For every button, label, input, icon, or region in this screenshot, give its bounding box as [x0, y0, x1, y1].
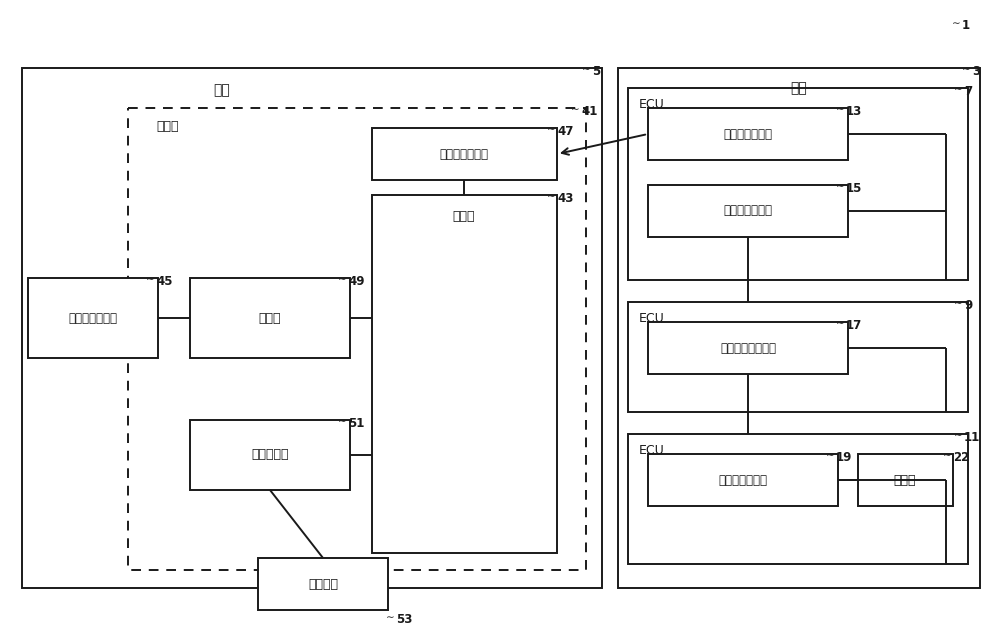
Text: 信息提供部: 信息提供部: [251, 448, 289, 462]
Text: ∼: ∼: [547, 191, 556, 201]
Text: 数据发送接收部: 数据发送接收部: [724, 127, 772, 141]
Text: 51: 51: [348, 417, 364, 430]
Bar: [858, 454, 953, 506]
Bar: [628, 88, 968, 280]
Text: 数据发送接收部: 数据发送接收部: [440, 148, 488, 160]
Text: ECU: ECU: [639, 444, 665, 456]
Bar: [258, 558, 388, 610]
Text: ECU: ECU: [639, 98, 665, 110]
Text: ∼: ∼: [954, 430, 963, 440]
Bar: [618, 68, 980, 588]
Text: 图像数据获取部: 图像数据获取部: [718, 474, 768, 486]
Text: 数据收集・分发部: 数据收集・分发部: [720, 342, 776, 354]
Bar: [648, 322, 848, 374]
Text: 41: 41: [581, 105, 597, 118]
Text: ∼: ∼: [943, 450, 952, 460]
Text: ∼: ∼: [836, 104, 845, 114]
Text: 照相机: 照相机: [894, 474, 916, 486]
Text: ∼: ∼: [571, 104, 580, 114]
Text: 本车位置测定部: 本车位置测定部: [724, 205, 772, 217]
Text: 49: 49: [348, 275, 364, 288]
Text: 中心: 中心: [214, 83, 230, 97]
Text: 19: 19: [836, 451, 852, 464]
Text: 43: 43: [557, 192, 573, 205]
Bar: [190, 420, 350, 490]
Text: 车辆: 车辆: [791, 81, 807, 95]
Text: 53: 53: [396, 613, 412, 626]
Bar: [648, 108, 848, 160]
Text: ∼: ∼: [547, 124, 556, 134]
Bar: [128, 108, 586, 570]
Text: ∼: ∼: [338, 274, 347, 284]
Text: ∼: ∼: [386, 612, 395, 622]
Text: ∼: ∼: [146, 274, 155, 284]
Bar: [28, 278, 158, 358]
Text: 外部装置: 外部装置: [308, 578, 338, 590]
Text: 22: 22: [953, 451, 969, 464]
Bar: [648, 454, 838, 506]
Text: 地图信息数据库: 地图信息数据库: [68, 311, 118, 325]
Text: ECU: ECU: [639, 311, 665, 325]
Text: 数据库: 数据库: [453, 210, 475, 224]
Bar: [372, 195, 557, 553]
Text: ∼: ∼: [826, 450, 835, 460]
Text: 45: 45: [156, 275, 173, 288]
Text: 11: 11: [964, 431, 980, 444]
Text: 1: 1: [962, 19, 970, 32]
Text: ∼: ∼: [338, 416, 347, 426]
Bar: [372, 128, 557, 180]
Text: 3: 3: [972, 65, 980, 78]
Text: 7: 7: [964, 85, 972, 98]
Text: ∼: ∼: [836, 181, 845, 191]
Text: 校准部: 校准部: [259, 311, 281, 325]
Text: ∼: ∼: [962, 64, 971, 74]
Text: 5: 5: [592, 65, 600, 78]
Text: ∼: ∼: [836, 318, 845, 328]
Text: 47: 47: [557, 125, 573, 138]
Text: 控制部: 控制部: [157, 119, 179, 133]
Bar: [648, 185, 848, 237]
Bar: [190, 278, 350, 358]
Bar: [22, 68, 602, 588]
Bar: [628, 434, 968, 564]
Text: 13: 13: [846, 105, 862, 118]
Bar: [628, 302, 968, 412]
Text: ∼: ∼: [954, 298, 963, 308]
Text: ∼: ∼: [582, 64, 591, 74]
Text: ∼: ∼: [954, 84, 963, 94]
Text: 9: 9: [964, 299, 972, 312]
Text: ∼: ∼: [952, 18, 961, 28]
Text: 15: 15: [846, 182, 862, 195]
Text: 17: 17: [846, 319, 862, 332]
